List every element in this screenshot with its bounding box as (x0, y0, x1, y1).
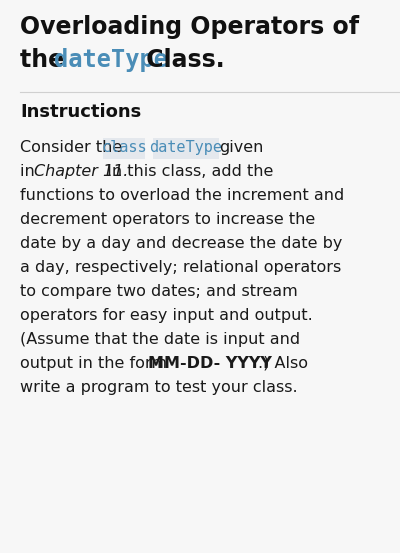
Text: (Assume that the date is input and: (Assume that the date is input and (20, 332, 300, 347)
Text: output in the form: output in the form (20, 356, 172, 371)
Text: dateType: dateType (150, 140, 222, 155)
Text: a day, respectively; relational operators: a day, respectively; relational operator… (20, 260, 341, 275)
Text: dateType: dateType (54, 48, 168, 72)
Text: In this class, add the: In this class, add the (102, 164, 273, 179)
Text: the: the (20, 48, 69, 72)
Text: class: class (101, 140, 147, 155)
Text: write a program to test your class.: write a program to test your class. (20, 380, 298, 395)
Text: functions to overload the increment and: functions to overload the increment and (20, 188, 344, 203)
Text: Consider the: Consider the (20, 140, 122, 155)
FancyBboxPatch shape (103, 138, 145, 159)
Text: decrement operators to increase the: decrement operators to increase the (20, 212, 315, 227)
Text: operators for easy input and output.: operators for easy input and output. (20, 308, 313, 323)
Text: MM-DD- YYYY: MM-DD- YYYY (148, 356, 272, 371)
Text: date by a day and decrease the date by: date by a day and decrease the date by (20, 236, 342, 251)
Text: Instructions: Instructions (20, 103, 141, 121)
Text: .) Also: .) Also (258, 356, 308, 371)
Text: Overloading Operators of: Overloading Operators of (20, 15, 359, 39)
Text: in: in (20, 164, 40, 179)
FancyBboxPatch shape (153, 138, 219, 159)
Text: to compare two dates; and stream: to compare two dates; and stream (20, 284, 298, 299)
Text: given: given (219, 140, 263, 155)
Text: Class.: Class. (138, 48, 225, 72)
Text: Chapter 11.: Chapter 11. (34, 164, 128, 179)
